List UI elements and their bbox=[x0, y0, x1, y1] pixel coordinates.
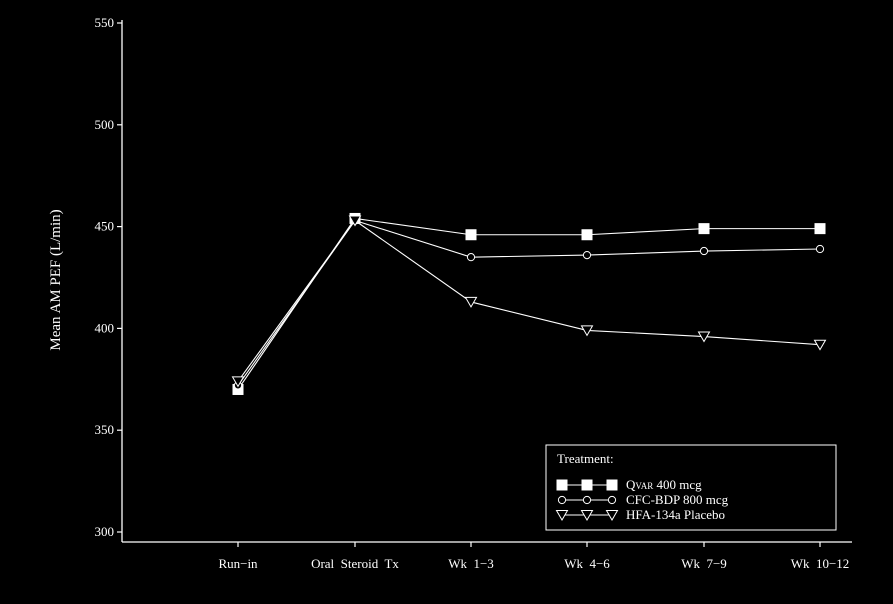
legend-label: HFA-134a Placebo bbox=[626, 507, 725, 522]
legend-swatch-marker bbox=[582, 495, 592, 505]
y-tick-label: 300 bbox=[95, 524, 115, 539]
legend-label: Qvar 400 mcg bbox=[626, 477, 702, 492]
x-tick-label: Run−in bbox=[218, 556, 258, 571]
data-point bbox=[698, 223, 710, 235]
legend-swatch-marker bbox=[580, 510, 594, 521]
y-ticks: 300 350 400 450 500 550 bbox=[95, 15, 122, 539]
series-line bbox=[237, 219, 821, 386]
legend-swatch-marker bbox=[606, 479, 618, 491]
data-point bbox=[697, 331, 711, 343]
series-cfc-bdp-800-mcg bbox=[233, 216, 825, 390]
legend-title: Treatment: bbox=[557, 451, 614, 466]
legend-swatch-marker bbox=[581, 479, 593, 491]
y-tick-label: 500 bbox=[95, 117, 115, 132]
x-tick-label: Wk 7−9 bbox=[681, 556, 727, 571]
legend-item: CFC-BDP 800 mcg bbox=[557, 492, 729, 507]
data-point bbox=[582, 251, 592, 260]
legend-item: Qvar 400 mcg bbox=[556, 477, 702, 492]
axes bbox=[121, 20, 852, 543]
data-point bbox=[466, 253, 476, 262]
legend-swatch-marker bbox=[607, 495, 617, 505]
x-tick-label: Wk 1−3 bbox=[448, 556, 494, 571]
legend-swatch-marker bbox=[557, 495, 567, 505]
legend-box bbox=[545, 444, 837, 531]
series-line bbox=[237, 219, 821, 382]
data-point bbox=[465, 229, 477, 241]
legend-swatch-marker bbox=[556, 479, 568, 491]
data-point bbox=[815, 244, 825, 254]
legend-label: CFC-BDP 800 mcg bbox=[626, 492, 729, 507]
x-tick-label: Wk 4−6 bbox=[564, 556, 610, 571]
y-tick-label: 550 bbox=[95, 15, 115, 30]
data-point bbox=[231, 376, 245, 388]
series-hfa-134a-placebo bbox=[231, 215, 827, 388]
x-tick-label: Wk 10−12 bbox=[791, 556, 850, 571]
legend-swatch-marker bbox=[555, 510, 569, 521]
data-point bbox=[814, 223, 826, 235]
data-point bbox=[348, 215, 362, 227]
data-point bbox=[581, 229, 593, 241]
series-line bbox=[237, 217, 820, 390]
data-point bbox=[580, 325, 594, 337]
y-tick-label: 350 bbox=[95, 422, 115, 437]
y-axis-title: Mean AM PEF (L/min) bbox=[48, 209, 64, 350]
data-point bbox=[464, 296, 478, 308]
x-ticks: Run−in Oral Steroid Tx Wk 1−3 Wk 4−6 Wk 7−9 W… bbox=[218, 542, 849, 571]
series-qvar-400-mcg bbox=[232, 212, 826, 395]
x-tick-label: Oral Steroid Tx bbox=[311, 556, 399, 571]
legend-swatch-marker bbox=[605, 510, 619, 521]
data-point bbox=[699, 246, 709, 256]
legend-item: HFA-134a Placebo bbox=[555, 507, 725, 522]
y-tick-label: 400 bbox=[95, 320, 115, 335]
y-tick-label: 450 bbox=[95, 219, 115, 234]
data-point bbox=[813, 339, 827, 351]
series-layer bbox=[231, 212, 827, 395]
